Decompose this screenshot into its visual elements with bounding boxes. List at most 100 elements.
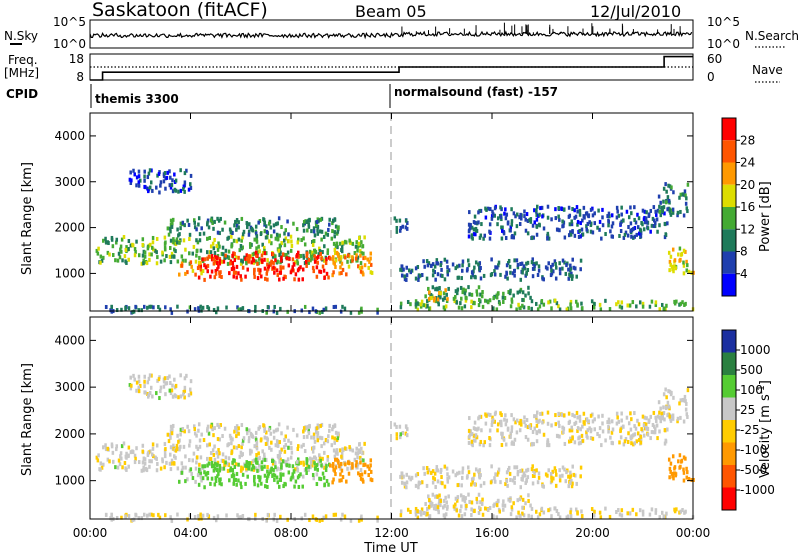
power-cell <box>686 182 690 187</box>
velocity-cell <box>149 385 153 390</box>
power-cell <box>224 248 228 253</box>
velocity-cell <box>510 413 513 418</box>
power-cell <box>206 220 209 225</box>
velocity-cell <box>307 431 311 436</box>
power-cell <box>393 216 397 221</box>
power-cell <box>440 267 443 272</box>
power-cell <box>526 218 530 223</box>
power-cell <box>321 250 324 255</box>
velocity-cell <box>119 451 123 456</box>
power-cell <box>263 245 266 250</box>
power-cell <box>203 263 206 268</box>
velocity-cell <box>629 427 633 432</box>
velocity-cell <box>250 467 253 472</box>
velocity-cell <box>638 508 642 513</box>
colorbar-segment <box>722 118 736 141</box>
velocity-cell <box>321 517 324 522</box>
power-cell <box>135 175 139 180</box>
power-cell <box>561 266 564 271</box>
velocity-cell <box>124 514 127 519</box>
power-cell <box>186 218 189 223</box>
velocity-cell <box>578 414 582 419</box>
x-tick-label: 00:00 <box>73 526 108 540</box>
velocity-cell <box>360 517 363 522</box>
power-cell <box>542 226 546 231</box>
power-cell <box>152 305 155 310</box>
velocity-cell <box>398 424 402 429</box>
colorbar-segment <box>722 184 736 207</box>
power-cell <box>527 291 530 296</box>
power-cell <box>670 208 673 213</box>
velocity-cell <box>672 471 676 476</box>
velocity-cell <box>257 474 260 479</box>
power-cell <box>579 221 582 226</box>
power-cell <box>244 274 247 279</box>
velocity-cell <box>227 462 231 467</box>
power-cell <box>140 308 143 313</box>
velocity-cell <box>479 473 482 478</box>
velocity-cell <box>574 507 578 512</box>
power-cell <box>356 244 360 249</box>
velocity-cell <box>241 514 245 519</box>
velocity-cell <box>499 421 503 426</box>
velocity-cell <box>452 504 456 509</box>
velocity-cell <box>458 470 461 475</box>
power-cell <box>246 267 249 272</box>
power-cell <box>625 209 629 214</box>
velocity-cell <box>486 412 490 417</box>
velocity-cell <box>95 455 99 460</box>
power-cell <box>547 300 550 305</box>
power-cell <box>482 273 486 278</box>
power-cell <box>332 241 336 246</box>
velocity-cell <box>325 464 328 469</box>
velocity-cell <box>579 440 582 445</box>
power-cell <box>237 220 240 225</box>
power-cell <box>607 218 610 223</box>
power-cell <box>659 200 662 205</box>
velocity-cell <box>334 465 338 470</box>
power-cell <box>619 221 622 226</box>
velocity-cell <box>290 446 293 451</box>
power-cell <box>558 267 562 272</box>
power-cell <box>686 263 689 268</box>
velocity-cell <box>336 451 339 456</box>
velocity-cell <box>189 467 193 472</box>
velocity-cell <box>510 505 514 510</box>
power-cell <box>513 273 516 278</box>
power-cell <box>673 301 677 306</box>
velocity-cell <box>282 484 285 489</box>
velocity-cell <box>173 461 176 466</box>
velocity-cell <box>681 397 685 402</box>
power-cell <box>405 226 409 231</box>
power-cell <box>148 304 151 309</box>
velocity-cell <box>124 454 128 459</box>
velocity-cell <box>235 429 239 434</box>
velocity-cell <box>195 433 198 438</box>
velocity-cell <box>265 430 268 435</box>
velocity-cell <box>504 442 508 447</box>
power-cell <box>318 246 321 251</box>
power-cell <box>525 270 528 275</box>
power-cell <box>519 306 522 311</box>
power-cell <box>193 220 196 225</box>
velocity-cell <box>488 505 492 510</box>
power-cell <box>467 234 471 239</box>
power-cell <box>636 225 640 230</box>
power-cell <box>468 228 471 233</box>
power-cell <box>672 264 676 269</box>
power-cell <box>438 286 441 291</box>
x-tick-label: 20:00 <box>575 526 610 540</box>
velocity-cell <box>164 447 167 452</box>
velocity-cell <box>269 431 273 436</box>
power-cell <box>195 253 198 258</box>
freq-left-label-2: [MHz] <box>4 66 39 80</box>
power-cell <box>173 172 176 177</box>
power-cell <box>431 262 435 267</box>
power-cell <box>495 307 499 312</box>
power-cell <box>287 239 290 244</box>
velocity-cell <box>669 416 672 421</box>
power-cell <box>279 306 282 311</box>
power-cell <box>445 292 448 297</box>
power-cell <box>177 189 180 194</box>
